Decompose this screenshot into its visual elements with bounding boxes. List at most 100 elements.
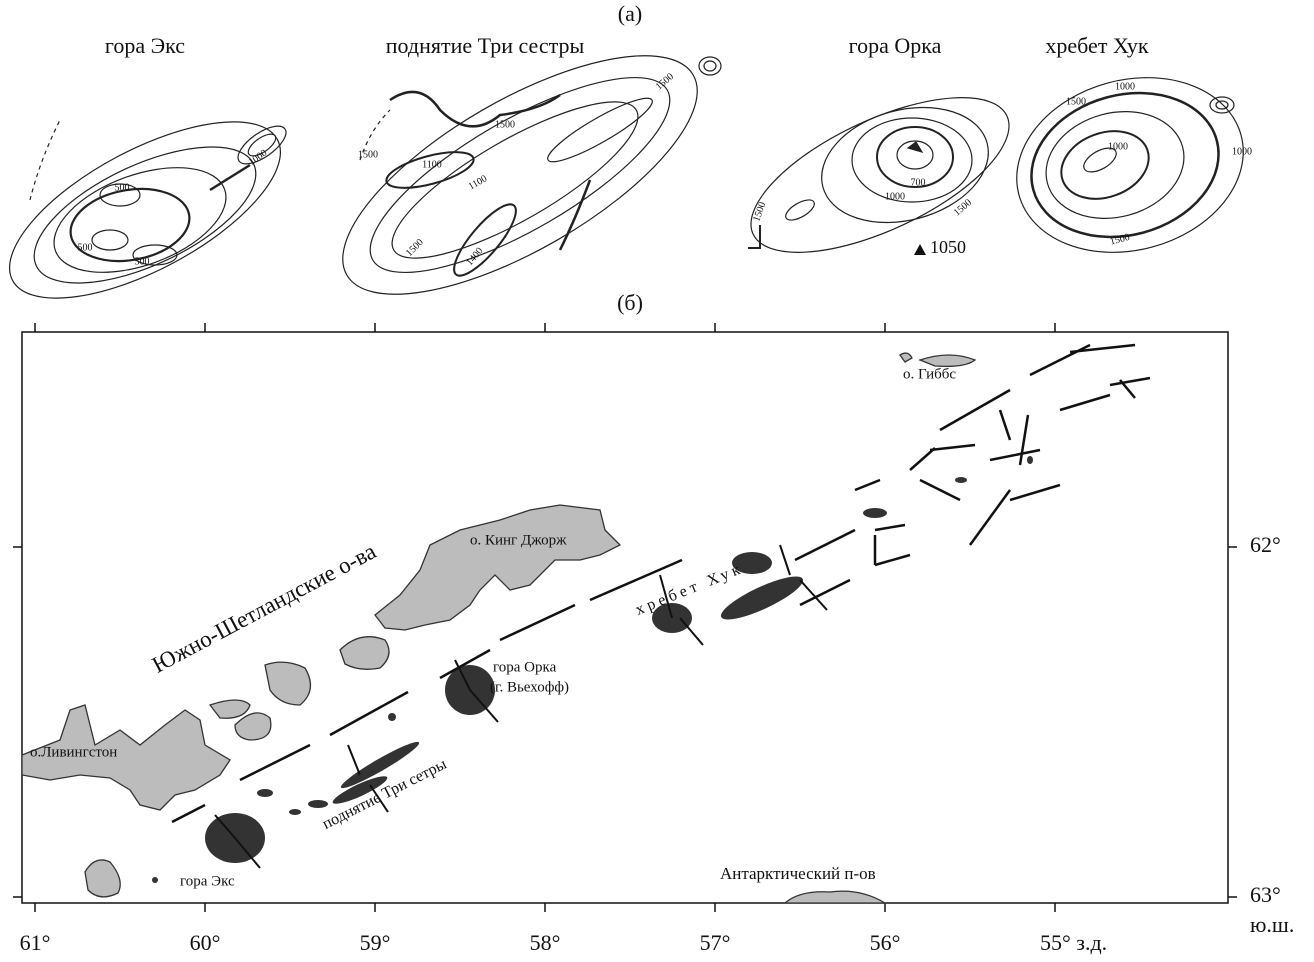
contour-map — [542, 90, 658, 171]
latitude-unit: ю.ш. — [1250, 912, 1294, 937]
arrow — [800, 580, 827, 610]
contour-label: 1100 — [467, 173, 490, 192]
map-title: хребет Хук — [1045, 33, 1149, 58]
contour-map — [730, 66, 1030, 284]
lineament — [795, 530, 855, 560]
contour-label: 1500 — [952, 197, 974, 218]
lineament — [1070, 345, 1135, 352]
lineament — [500, 605, 575, 640]
place-label: гора Орка — [493, 659, 557, 675]
lineament — [1060, 395, 1110, 410]
seamount — [388, 713, 396, 721]
island — [210, 700, 250, 718]
lineament — [330, 692, 408, 735]
contour-label: 1500 — [358, 149, 378, 160]
seamount — [955, 477, 967, 483]
lineament — [875, 525, 905, 530]
seamount — [257, 789, 273, 797]
lineament — [1010, 485, 1060, 500]
contour-label: 500 — [135, 256, 150, 267]
island — [340, 637, 389, 670]
contour-label: 1500 — [404, 237, 426, 259]
contour-label: 1500 — [495, 119, 515, 130]
arrow — [680, 618, 703, 645]
lineament — [970, 490, 1010, 545]
island — [265, 662, 310, 705]
contour-label: 1000 — [1115, 81, 1135, 92]
place-label: (г. Вьехофф) — [490, 679, 569, 695]
lineament — [875, 555, 910, 565]
contour-map — [783, 196, 818, 224]
panel-label: (б) — [617, 290, 643, 315]
contour-map — [704, 61, 716, 71]
contour-map — [699, 57, 721, 75]
latitude-label: 62° — [1250, 532, 1281, 557]
lineament — [1110, 378, 1150, 385]
lineament — [172, 805, 205, 822]
lineament — [940, 390, 1010, 430]
arrow — [348, 745, 360, 775]
spot-height: 1050 — [930, 237, 966, 257]
contour-map — [809, 90, 1002, 240]
place-label: Антарктический п-ов — [720, 864, 876, 883]
contour-label: 500 500 500 1000 1500 1100 1100 1500 150… — [78, 71, 1253, 268]
lineament — [800, 580, 850, 605]
seamount — [152, 877, 158, 883]
place-label: гора Экс — [180, 873, 235, 889]
contour-label: 1500 — [1066, 96, 1086, 107]
place-labels: о. Гиббс о. Кинг Джорж Южно-Шетландские … — [30, 366, 956, 889]
island — [900, 353, 912, 362]
contour-label: 500 — [115, 182, 130, 193]
contour-map — [390, 92, 560, 126]
contour-label: 700 — [911, 177, 926, 188]
island — [235, 713, 271, 740]
contour-map — [345, 42, 694, 307]
lineament — [1020, 415, 1028, 465]
contour-map — [15, 119, 275, 311]
triangle-icon — [914, 244, 926, 255]
contour-label: 1000 — [885, 191, 905, 202]
panel-label: (а) — [618, 1, 642, 26]
contour-map — [30, 120, 60, 200]
contour-map — [1015, 73, 1235, 257]
lineament — [910, 448, 935, 470]
longitude-label: 58° — [530, 930, 561, 955]
longitude-label: 57° — [700, 930, 731, 955]
map-title: поднятие Три сестры — [386, 33, 585, 58]
seamount — [1027, 456, 1033, 464]
place-label: о.Ливингстон — [30, 744, 117, 760]
map-title: гора Орка — [849, 33, 942, 58]
seamount — [308, 800, 328, 808]
figure: (а) гора Экс поднятие Три сестры гора Ор… — [0, 0, 1314, 962]
lineament — [930, 445, 975, 450]
place-label: о. Кинг Джорж — [470, 532, 567, 548]
contour-label: 500 — [78, 242, 93, 253]
contour-map — [0, 87, 306, 334]
contour-map — [92, 230, 128, 250]
lineament — [240, 745, 310, 780]
contour-map — [908, 142, 922, 152]
contour-map — [852, 118, 972, 202]
place-label: о. Гиббс — [903, 366, 956, 382]
contour-label: 1500 — [751, 201, 768, 224]
contour-map — [1052, 120, 1158, 211]
lineament — [1000, 410, 1010, 440]
contour-label: 1400 — [464, 246, 485, 268]
island — [85, 860, 120, 897]
latitude-label: 63° — [1250, 882, 1281, 907]
contour-label: 1500 — [654, 71, 676, 92]
island — [22, 353, 975, 903]
contour-label: 1000 — [1108, 141, 1128, 152]
contour-label: 1000 — [1232, 146, 1252, 157]
seamount — [289, 809, 301, 815]
longitude-label: 55° з.д. — [1040, 930, 1107, 955]
contour-label: 1500 — [1109, 232, 1131, 248]
contour-map — [560, 180, 590, 250]
island — [375, 505, 620, 630]
lineament — [1030, 345, 1090, 375]
contour-map — [65, 180, 195, 270]
map-frame — [22, 332, 1228, 903]
contour-map — [1210, 97, 1234, 113]
arrow — [780, 545, 790, 575]
contour-map — [1034, 97, 1196, 234]
